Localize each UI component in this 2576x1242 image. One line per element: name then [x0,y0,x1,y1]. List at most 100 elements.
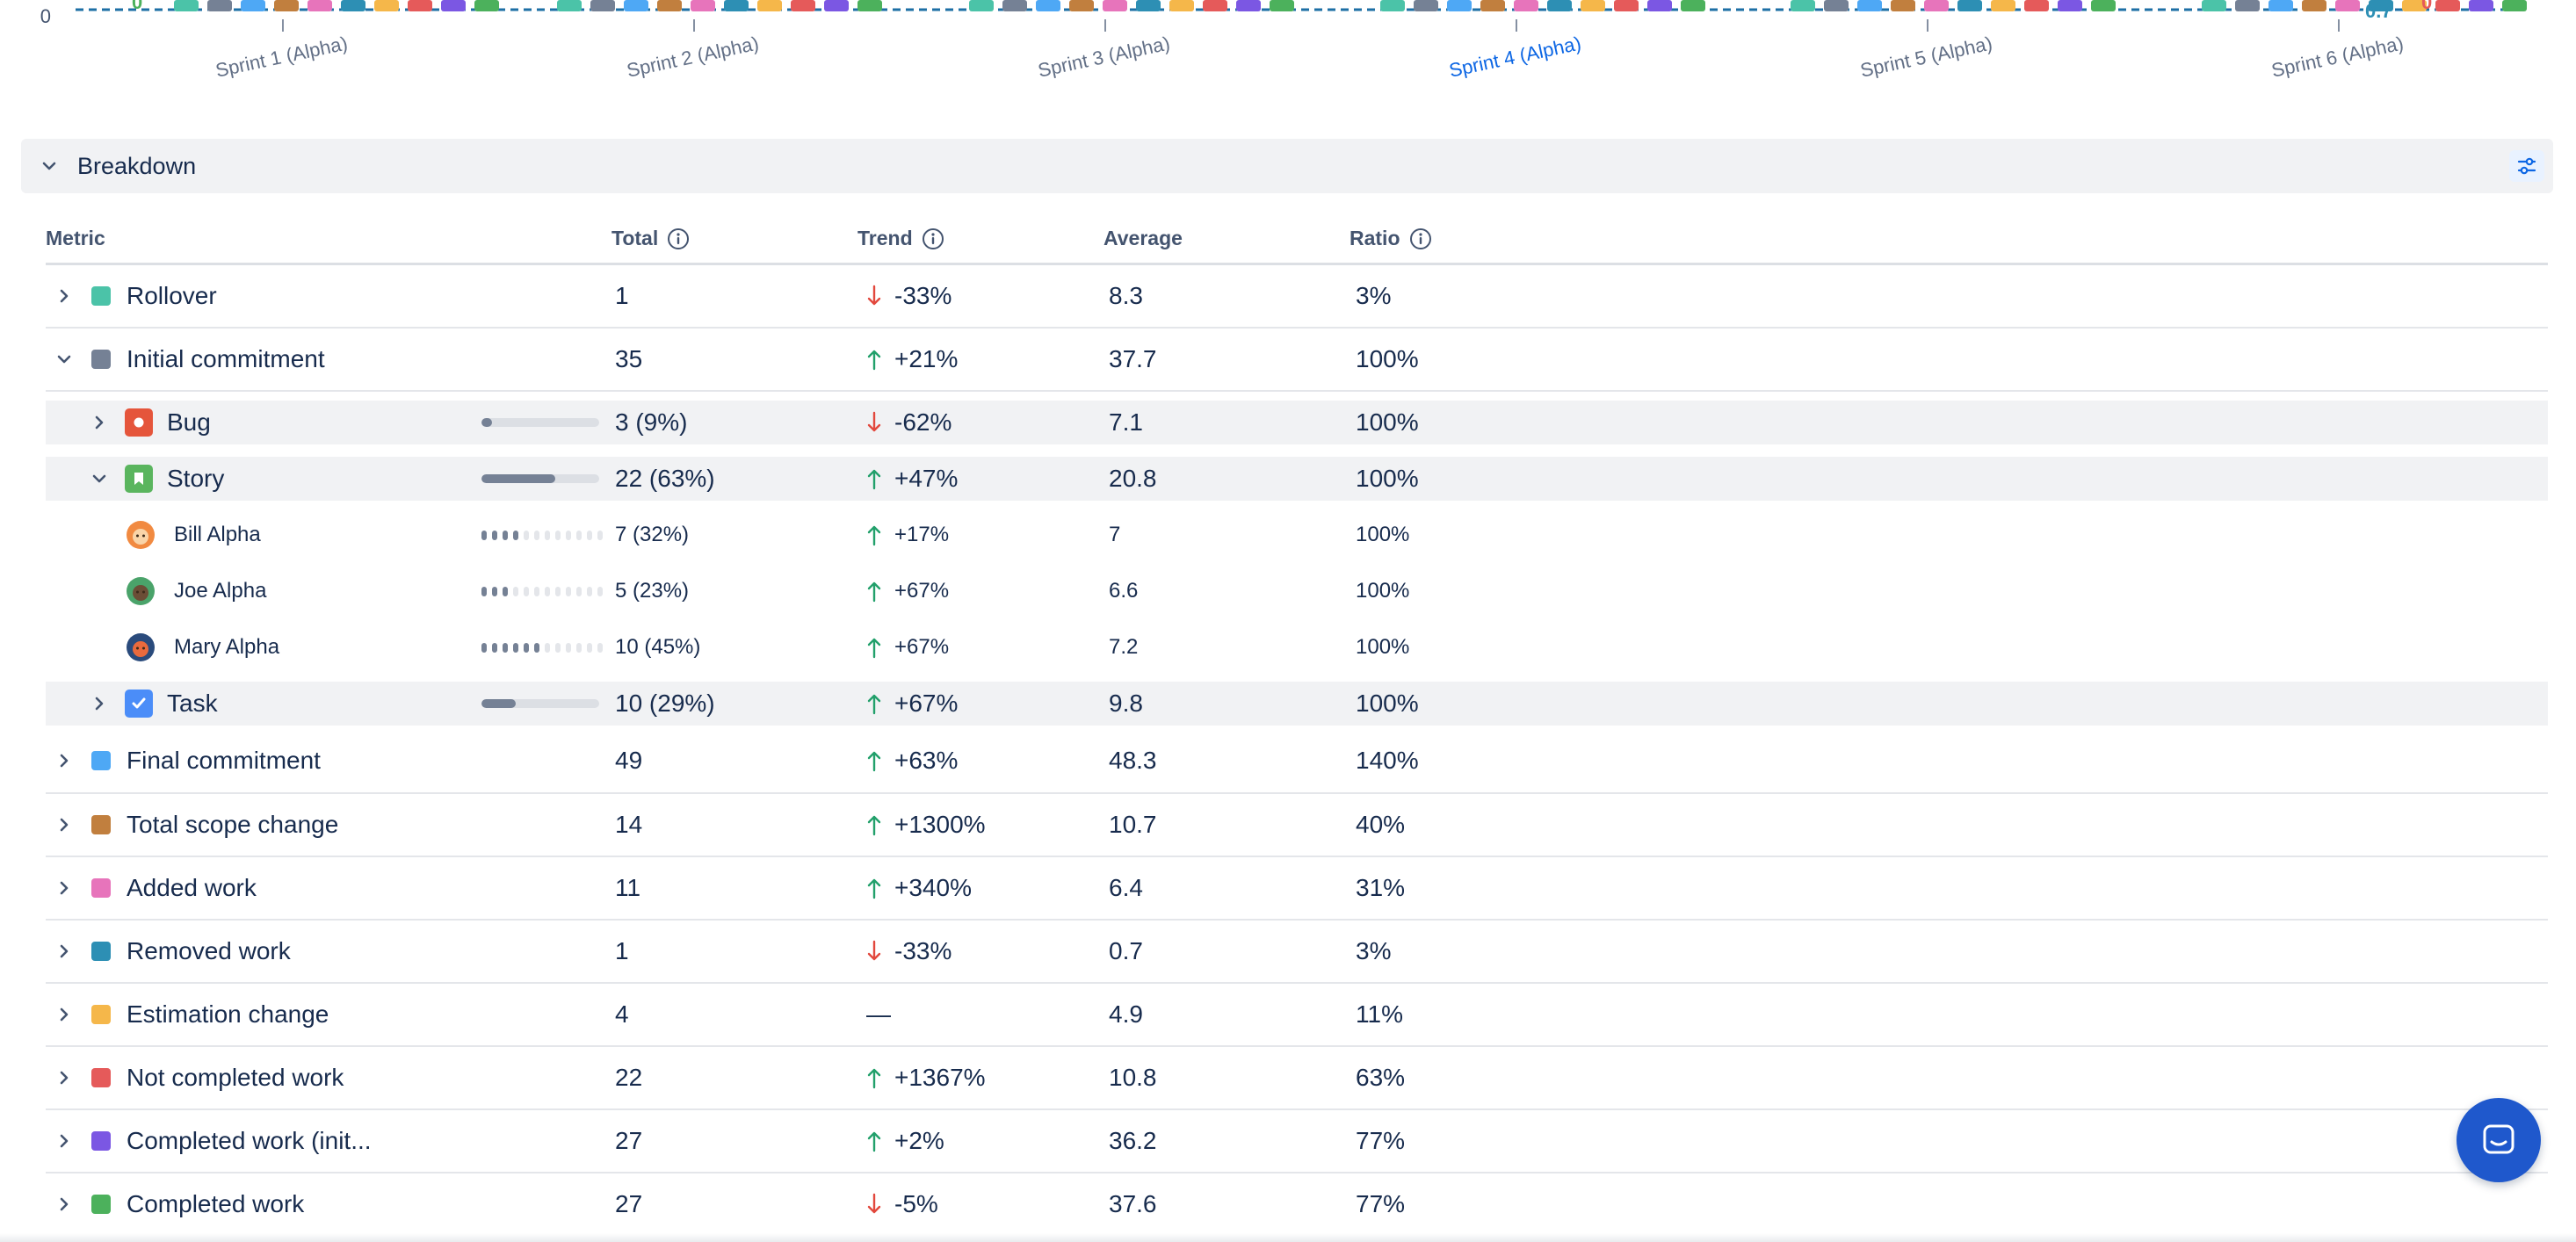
bar-stub [1447,0,1472,11]
chevron-right-icon[interactable] [54,1068,74,1087]
column-ratio-label: Ratio [1350,227,1400,249]
sprint-tick-label[interactable]: Sprint 4 (Alpha) [1447,32,1583,82]
share-dot [576,642,582,653]
table-row[interactable]: Final commitment 49 +63% 48.3 140% [46,729,2548,794]
bar-stub [2202,0,2226,11]
table-row[interactable]: Mary Alpha 10 (45%) +67% 7.2 100% [46,625,2548,669]
average-value: 8.3 [1109,282,1143,309]
chevron-right-icon[interactable] [54,286,74,306]
share-dot [576,586,582,596]
table-row[interactable]: Estimation change 4 — 4.9 11% [46,984,2548,1047]
arrow-up-icon [867,815,881,836]
trend-value: — [866,1000,891,1028]
progress-fill [481,474,556,483]
column-trend[interactable]: Trend [857,227,944,250]
breakdown-header[interactable]: Breakdown [21,139,2553,193]
total-value: 27 [615,1190,643,1217]
bar-stub [1069,0,1094,11]
trend-value: -62% [894,408,952,436]
share-dot [513,586,518,596]
column-ratio[interactable]: Ratio [1350,227,1432,250]
table-row[interactable]: Removed work 1 -33% 0.7 3% [46,921,2548,984]
table-row[interactable]: Bill Alpha 7 (32%) +17% 7 100% [46,513,2548,557]
info-icon[interactable] [922,227,944,250]
metric-label: Estimation change [127,1000,329,1028]
chevron-right-icon[interactable] [54,1195,74,1214]
table-row[interactable]: Joe Alpha 5 (23%) +67% 6.6 100% [46,569,2548,613]
chat-button[interactable] [2457,1098,2541,1182]
bar-stub [1136,0,1161,11]
ratio-value: 3% [1356,937,1392,964]
chevron-right-icon[interactable] [54,751,74,770]
chevron-down-icon[interactable] [90,469,109,488]
column-total-label: Total [611,227,659,249]
info-icon[interactable] [667,227,690,250]
chevron-right-icon[interactable] [90,413,109,432]
chevron-right-icon[interactable] [54,1131,74,1151]
arrow-up-icon [867,525,881,546]
total-value: 11 [615,874,641,901]
table-row[interactable]: Completed work 27 -5% 37.6 77% [46,1173,2548,1237]
share-dot [555,586,561,596]
table-row[interactable]: Story 22 (63%) +47% 20.8 100% [46,457,2548,501]
bar-stub [1791,0,1815,11]
share-dot [566,642,571,653]
table-row[interactable]: Task 10 (29%) +67% 9.8 100% [46,682,2548,726]
chevron-right-icon[interactable] [54,1005,74,1024]
table-row[interactable]: Added work 11 +340% 6.4 31% [46,857,2548,921]
sliders-icon[interactable] [2509,150,2544,182]
column-metric[interactable]: Metric [46,227,105,250]
average-value: 10.8 [1109,1064,1157,1091]
table-row[interactable]: Initial commitment 35 +21% 37.7 100% [46,329,2548,392]
share-progress-bar [481,474,599,483]
chevron-down-icon[interactable] [54,350,74,369]
bar-stub [857,0,882,11]
bar-stub [2268,0,2293,11]
sprint-tick-label[interactable]: Sprint 2 (Alpha) [625,32,761,82]
series-color-swatch [91,1195,111,1214]
metric-label: Rollover [127,282,217,309]
table-row[interactable]: Completed work (init... 27 +2% 36.2 77% [46,1110,2548,1173]
ratio-value: 100% [1356,345,1419,372]
chevron-right-icon[interactable] [90,694,109,713]
average-value: 9.8 [1109,690,1143,717]
bar-stub [557,0,582,11]
column-average[interactable]: Average [1103,227,1183,250]
series-color-swatch [91,1005,111,1024]
average-value: 37.6 [1109,1190,1157,1217]
table-row[interactable]: Rollover 1 -33% 8.3 3% [46,265,2548,329]
sprint-tick-label[interactable]: Sprint 6 (Alpha) [2269,32,2406,82]
bar-stub [1581,0,1605,11]
total-value: 49 [615,747,643,774]
ratio-value: 63% [1356,1064,1406,1091]
average-value: 0.7 [1109,937,1143,964]
series-color-swatch [91,751,111,770]
chevron-down-icon[interactable] [21,139,77,193]
sprint-chart-canvas: 0 Sprint 1 (Alpha) Sprint 2 (Alpha) Sprint … [40,0,2527,82]
arrow-down-icon [867,1193,881,1214]
share-dot [524,642,529,653]
sprint-tick-label[interactable]: Sprint 3 (Alpha) [1036,32,1172,82]
bar-stub [308,0,332,11]
chevron-right-icon[interactable] [54,878,74,898]
column-total[interactable]: Total [611,227,690,250]
sprint-tick-label[interactable]: Sprint 1 (Alpha) [213,32,350,82]
share-progress-bar [481,699,599,708]
sprint-tick-label[interactable]: Sprint 5 (Alpha) [1858,32,1994,82]
arrow-up-icon [867,694,881,715]
table-row[interactable]: Total scope change 14 +1300% 10.7 40% [46,794,2548,857]
share-dot [587,586,592,596]
trend-value: +67% [894,690,959,717]
ratio-value: 100% [1356,579,1410,603]
arrow-up-icon [867,469,881,490]
table-row[interactable]: Not completed work 22 +1367% 10.8 63% [46,1047,2548,1110]
share-dot [503,586,508,596]
table-row[interactable]: Bug 3 (9%) -62% 7.1 100% [46,401,2548,444]
average-value: 7.2 [1109,635,1139,659]
bar-stub [1514,0,1538,11]
chevron-right-icon[interactable] [54,815,74,834]
bar-stub [590,0,615,11]
ratio-value: 11% [1356,1000,1403,1028]
chevron-right-icon[interactable] [54,942,74,961]
info-icon[interactable] [1409,227,1432,250]
